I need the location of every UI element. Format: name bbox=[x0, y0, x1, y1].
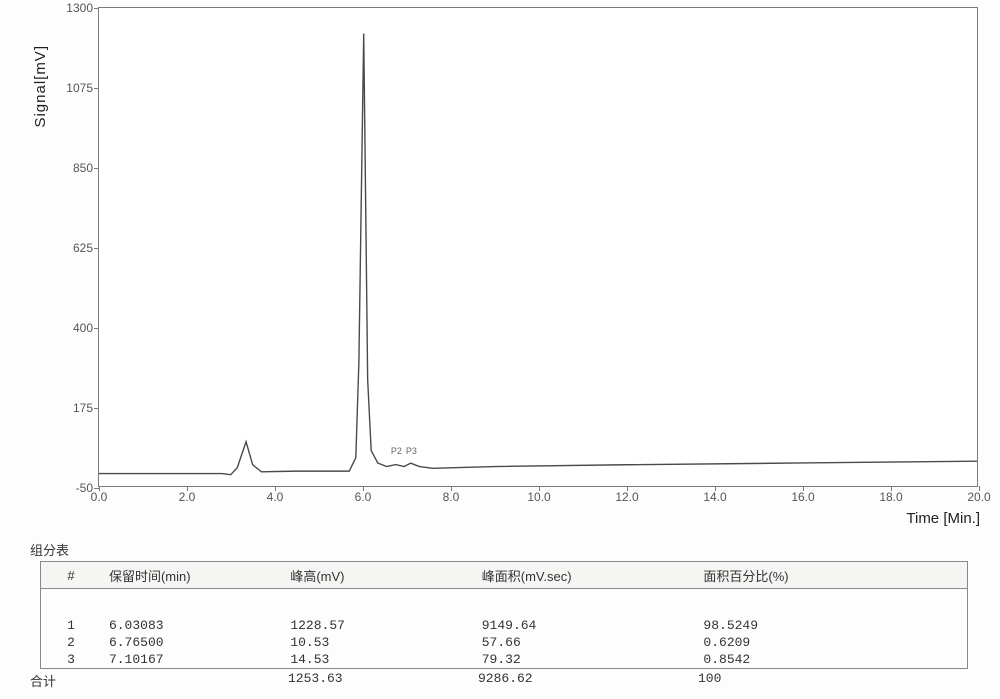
table-column-header: # bbox=[41, 562, 101, 589]
chromatogram-chart: Signal[mV] -50175400625850107513000.02.0… bbox=[30, 5, 985, 525]
y-tick-mark bbox=[94, 408, 99, 409]
peak-label: P3 bbox=[406, 446, 417, 456]
table-cell: 6.03083 bbox=[101, 617, 282, 634]
table-cell: 1228.57 bbox=[282, 617, 473, 634]
chromatogram-trace bbox=[99, 8, 977, 486]
x-tick-mark bbox=[715, 486, 716, 491]
table-total-row: 合计 1253.639286.62100 bbox=[30, 669, 970, 690]
table-row: 16.030831228.579149.6498.5249 bbox=[41, 617, 968, 634]
x-tick-mark bbox=[803, 486, 804, 491]
table-column-header: 峰高(mV) bbox=[282, 562, 473, 589]
y-tick-label: 1300 bbox=[49, 1, 99, 15]
y-tick-mark bbox=[94, 328, 99, 329]
total-label: 合计 bbox=[30, 671, 100, 690]
y-tick-label: 850 bbox=[49, 161, 99, 175]
x-tick-mark bbox=[451, 486, 452, 491]
total-cell: 100 bbox=[690, 671, 960, 690]
x-tick-mark bbox=[891, 486, 892, 491]
table-row: 26.7650010.5357.660.6209 bbox=[41, 634, 968, 651]
x-tick-mark bbox=[99, 486, 100, 491]
table-header-row: #保留时间(min)峰高(mV)峰面积(mV.sec)面积百分比(%) bbox=[41, 562, 968, 589]
table-cell: 6.76500 bbox=[101, 634, 282, 651]
y-tick-label: 400 bbox=[49, 321, 99, 335]
table-row: 37.1016714.5379.320.8542 bbox=[41, 651, 968, 669]
y-tick-mark bbox=[94, 88, 99, 89]
chart-plot-area: -50175400625850107513000.02.04.06.08.010… bbox=[98, 7, 978, 487]
component-table: #保留时间(min)峰高(mV)峰面积(mV.sec)面积百分比(%) 16.0… bbox=[40, 561, 968, 669]
total-cell bbox=[100, 671, 280, 690]
table-cell: 0.6209 bbox=[695, 634, 967, 651]
component-table-section: 组分表 #保留时间(min)峰高(mV)峰面积(mV.sec)面积百分比(%) … bbox=[30, 540, 970, 690]
table-title: 组分表 bbox=[30, 540, 970, 559]
table-cell: 7.10167 bbox=[101, 651, 282, 669]
x-tick-mark bbox=[979, 486, 980, 491]
table-cell: 1 bbox=[41, 617, 101, 634]
table-cell: 79.32 bbox=[474, 651, 696, 669]
peak-label: P2 bbox=[391, 446, 402, 456]
x-tick-mark bbox=[187, 486, 188, 491]
x-tick-mark bbox=[627, 486, 628, 491]
y-tick-label: 1075 bbox=[49, 81, 99, 95]
table-column-header: 峰面积(mV.sec) bbox=[474, 562, 696, 589]
y-tick-mark bbox=[94, 248, 99, 249]
table-spacer-row bbox=[41, 589, 968, 617]
table-cell: 98.5249 bbox=[695, 617, 967, 634]
table-column-header: 保留时间(min) bbox=[101, 562, 282, 589]
x-axis-label: Time [Min.] bbox=[906, 510, 980, 527]
table-cell: 2 bbox=[41, 634, 101, 651]
x-tick-mark bbox=[363, 486, 364, 491]
table-cell: 3 bbox=[41, 651, 101, 669]
x-tick-mark bbox=[275, 486, 276, 491]
total-cell: 9286.62 bbox=[470, 671, 690, 690]
trace-line bbox=[99, 33, 977, 474]
table-cell: 9149.64 bbox=[474, 617, 696, 634]
table-cell: 10.53 bbox=[282, 634, 473, 651]
y-tick-label: 175 bbox=[49, 401, 99, 415]
table-cell: 57.66 bbox=[474, 634, 696, 651]
y-tick-mark bbox=[94, 8, 99, 9]
y-axis-label: Signal[mV] bbox=[32, 45, 49, 128]
table-column-header: 面积百分比(%) bbox=[695, 562, 967, 589]
x-tick-mark bbox=[539, 486, 540, 491]
table-cell: 0.8542 bbox=[695, 651, 967, 669]
y-tick-label: 625 bbox=[49, 241, 99, 255]
table-cell: 14.53 bbox=[282, 651, 473, 669]
y-tick-mark bbox=[94, 168, 99, 169]
total-cell: 1253.63 bbox=[280, 671, 470, 690]
